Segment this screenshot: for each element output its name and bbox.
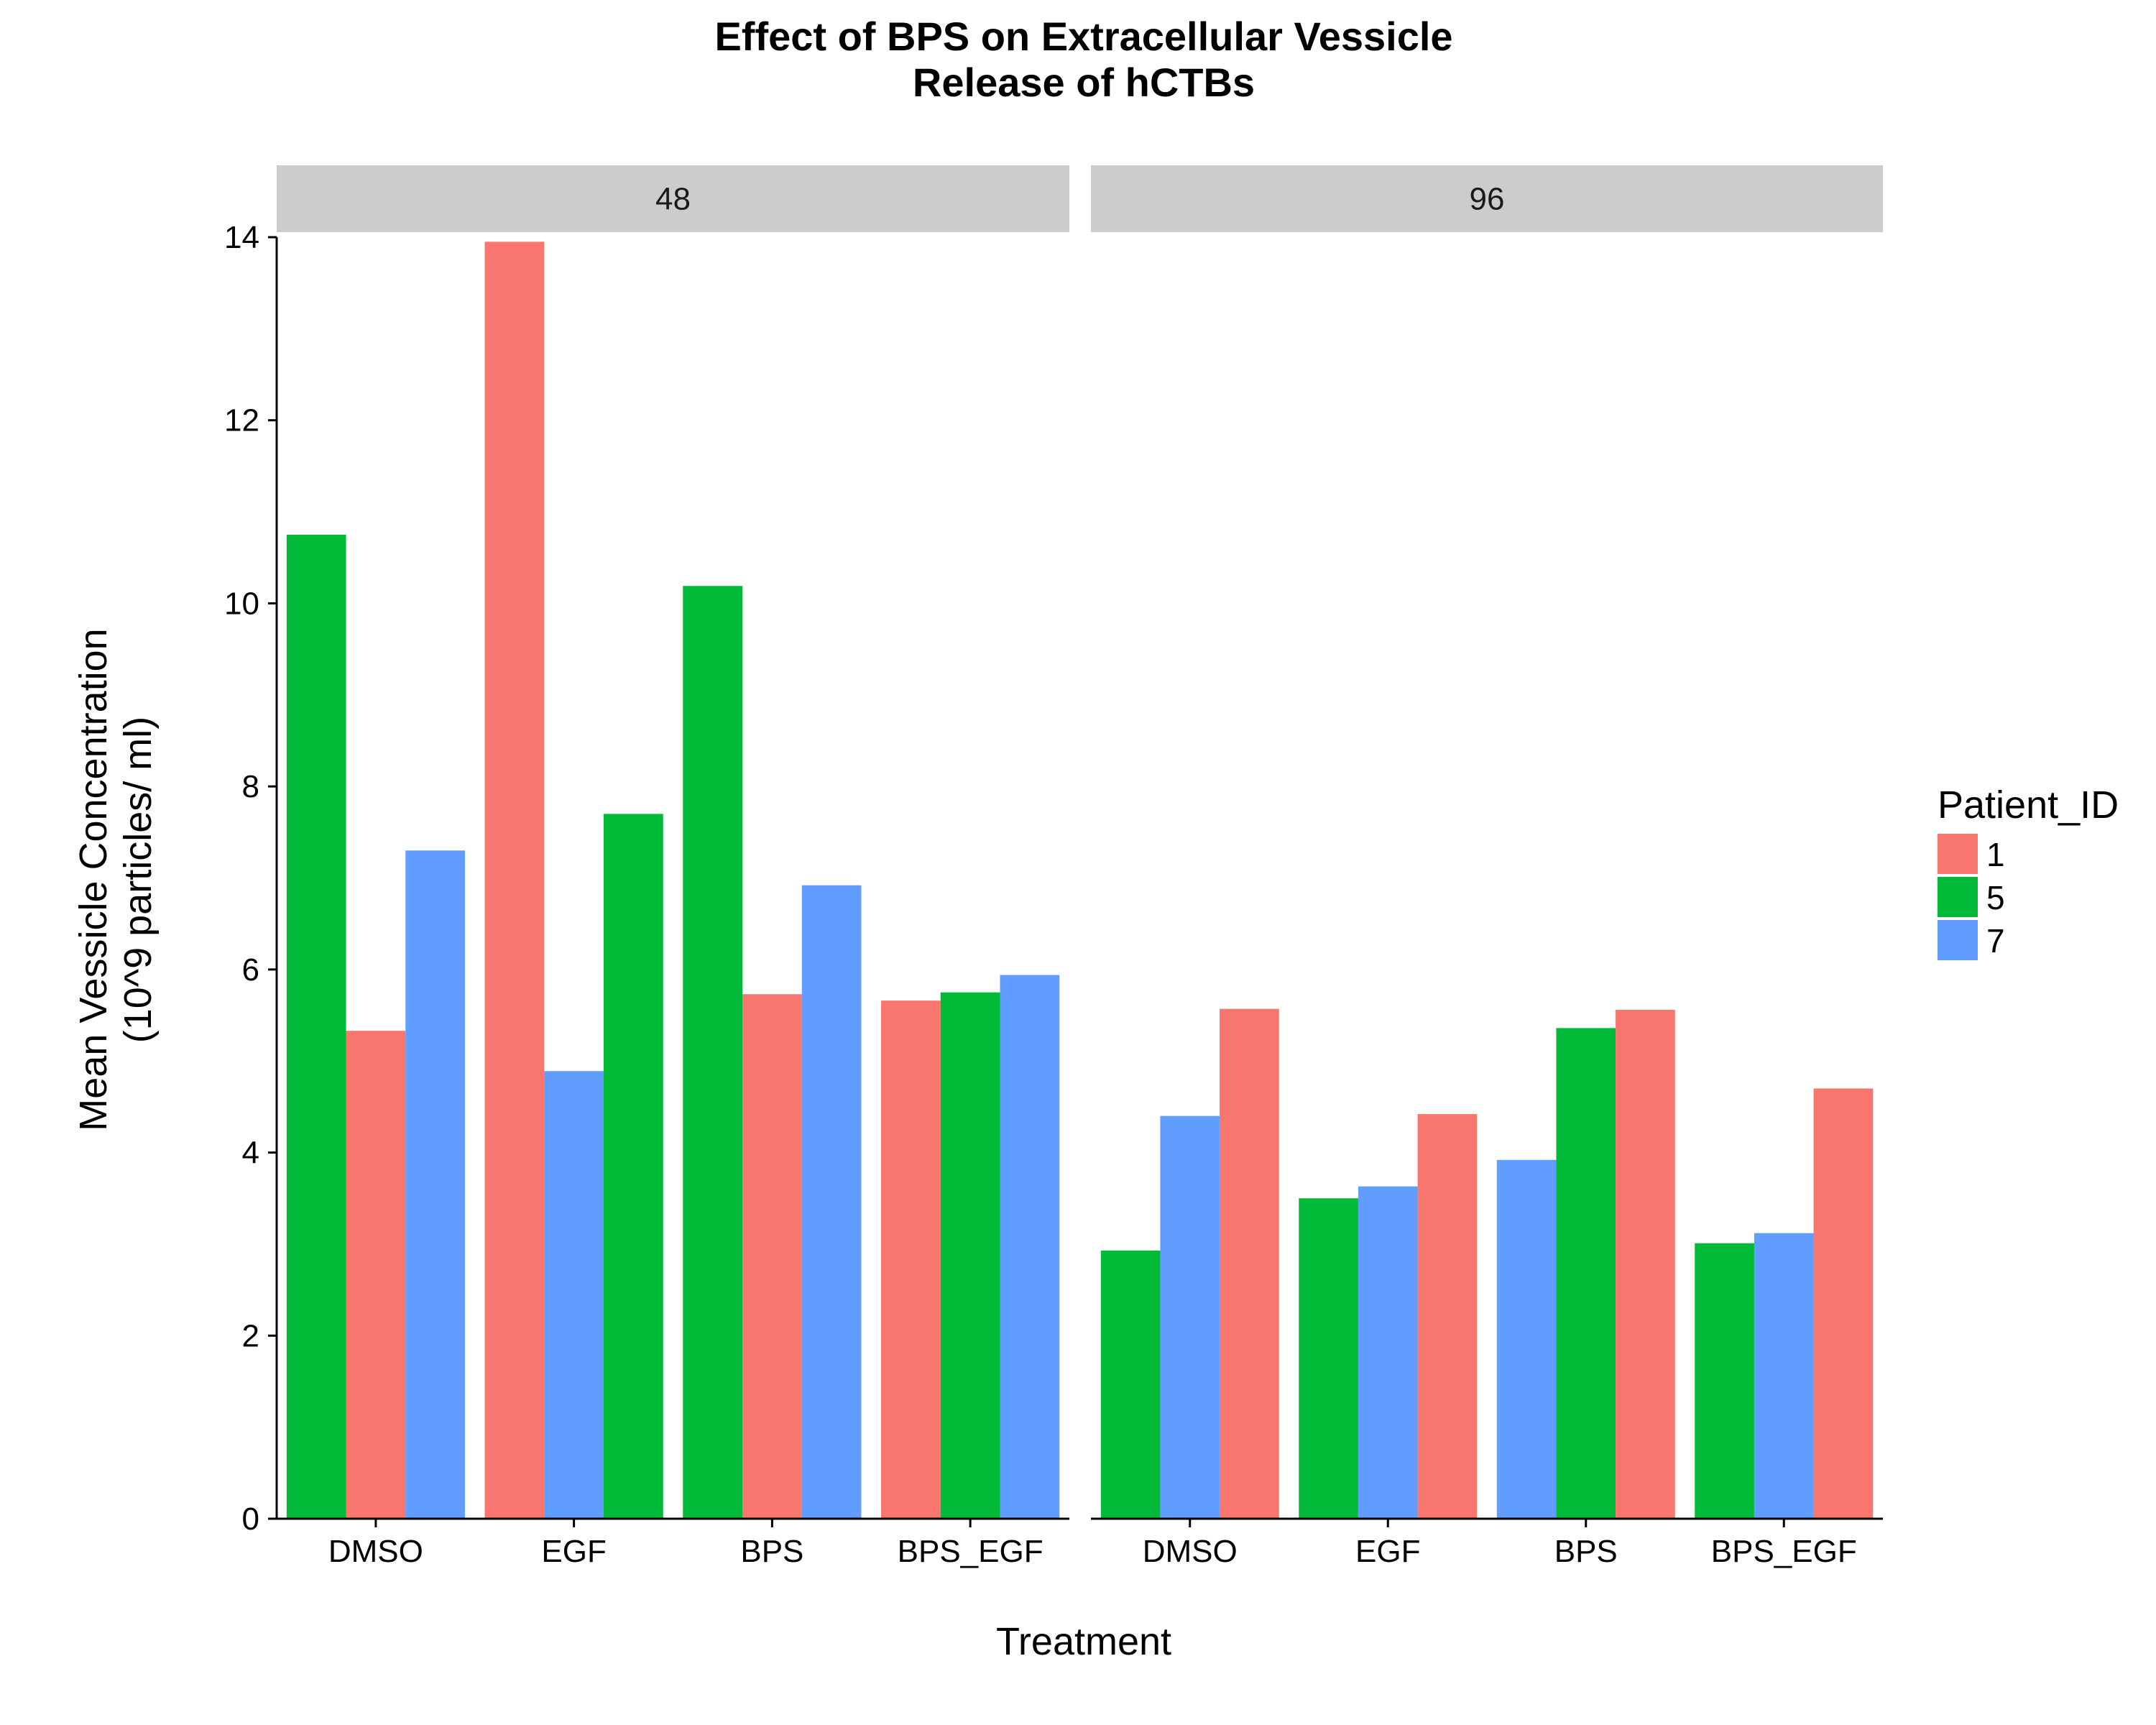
bar-96-DMSO-patient-7 — [1160, 1116, 1220, 1519]
y-tick-label: 14 — [224, 220, 259, 255]
legend-label-1: 1 — [1986, 836, 2005, 873]
bar-96-BPS-patient-5 — [1556, 1028, 1616, 1519]
x-tick-label: BPS_EGF — [898, 1534, 1044, 1569]
x-axis-title: Treatment — [996, 1620, 1171, 1663]
bar-96-BPS_EGF-patient-5 — [1695, 1243, 1754, 1519]
chart-title-line-2: Release of hCTBs — [913, 60, 1255, 105]
legend-label-7: 7 — [1986, 922, 2005, 960]
bar-96-BPS_EGF-patient-1 — [1813, 1088, 1874, 1519]
y-tick-label: 2 — [242, 1318, 259, 1353]
bar-48-DMSO-patient-7 — [405, 850, 465, 1519]
facet-strip-label: 48 — [655, 182, 691, 217]
bar-48-BPS_EGF-patient-5 — [940, 992, 1000, 1519]
x-tick-label: BPS — [740, 1534, 803, 1569]
bar-96-EGF-patient-5 — [1299, 1198, 1358, 1519]
bar-96-DMSO-patient-5 — [1100, 1250, 1161, 1519]
legend-swatch-5 — [1938, 877, 1978, 917]
y-tick-label: 8 — [242, 769, 259, 804]
legend-swatch-7 — [1938, 920, 1978, 960]
bar-48-BPS_EGF-patient-7 — [1000, 975, 1060, 1519]
bar-48-DMSO-patient-1 — [346, 1031, 406, 1519]
y-tick-label: 6 — [242, 952, 259, 988]
x-tick-label: BPS — [1554, 1534, 1618, 1569]
y-tick-label: 12 — [224, 403, 259, 438]
bar-48-EGF-patient-7 — [544, 1071, 604, 1519]
facet-strip-96 — [1091, 165, 1883, 232]
facet-strip-label: 96 — [1470, 182, 1505, 217]
bar-48-EGF-patient-5 — [603, 814, 663, 1519]
y-tick-label: 10 — [224, 586, 259, 621]
legend-title: Patient_ID — [1938, 783, 2119, 827]
bar-48-BPS-patient-1 — [742, 994, 802, 1519]
y-tick-label: 0 — [242, 1501, 259, 1537]
x-tick-label: BPS_EGF — [1711, 1534, 1857, 1569]
facet-strip-48 — [277, 165, 1069, 232]
y-tick-label: 4 — [242, 1136, 259, 1171]
panel-96: 96 DMSO EGF BPS BPS_EGF — [1091, 165, 1883, 1569]
bar-96-EGF-patient-7 — [1358, 1186, 1418, 1519]
y-axis-title-line-1: Mean Vessicle Concentration — [72, 628, 115, 1131]
bar-96-BPS-patient-1 — [1616, 1009, 1675, 1519]
x-tick-label: EGF — [1355, 1534, 1420, 1569]
x-tick-label: DMSO — [328, 1534, 423, 1569]
bar-48-EGF-patient-1 — [484, 242, 545, 1519]
x-tick-label: EGF — [541, 1534, 606, 1569]
legend-label-5: 5 — [1986, 879, 2005, 916]
bar-48-BPS-patient-5 — [683, 586, 743, 1519]
bar-96-EGF-patient-1 — [1417, 1114, 1478, 1519]
bar-48-DMSO-patient-5 — [286, 534, 346, 1519]
legend-swatch-1 — [1938, 834, 1978, 874]
y-axis: 0 2 4 6 8 10 12 14 — [224, 220, 278, 1537]
bar-96-DMSO-patient-1 — [1220, 1008, 1279, 1519]
bar-48-BPS_EGF-patient-1 — [881, 1000, 941, 1519]
y-axis-title-line-2: (10^9 particles/ ml) — [116, 717, 160, 1043]
chart-title-line-1: Effect of BPS on Extracellular Vessicle — [714, 14, 1452, 59]
bar-96-BPS_EGF-patient-7 — [1754, 1233, 1814, 1519]
legend: Patient_ID 1 5 7 — [1938, 783, 2119, 960]
bar-96-BPS-patient-7 — [1496, 1159, 1557, 1519]
x-tick-label: DMSO — [1143, 1534, 1238, 1569]
panels-layer: 48 DMSO EGF BPS BPS_EGF 96 DMSO EGF BPS BPS_EGF — [277, 165, 1883, 1569]
bar-48-BPS-patient-7 — [801, 885, 862, 1519]
panel-48: 48 DMSO EGF BPS BPS_EGF — [277, 165, 1069, 1569]
